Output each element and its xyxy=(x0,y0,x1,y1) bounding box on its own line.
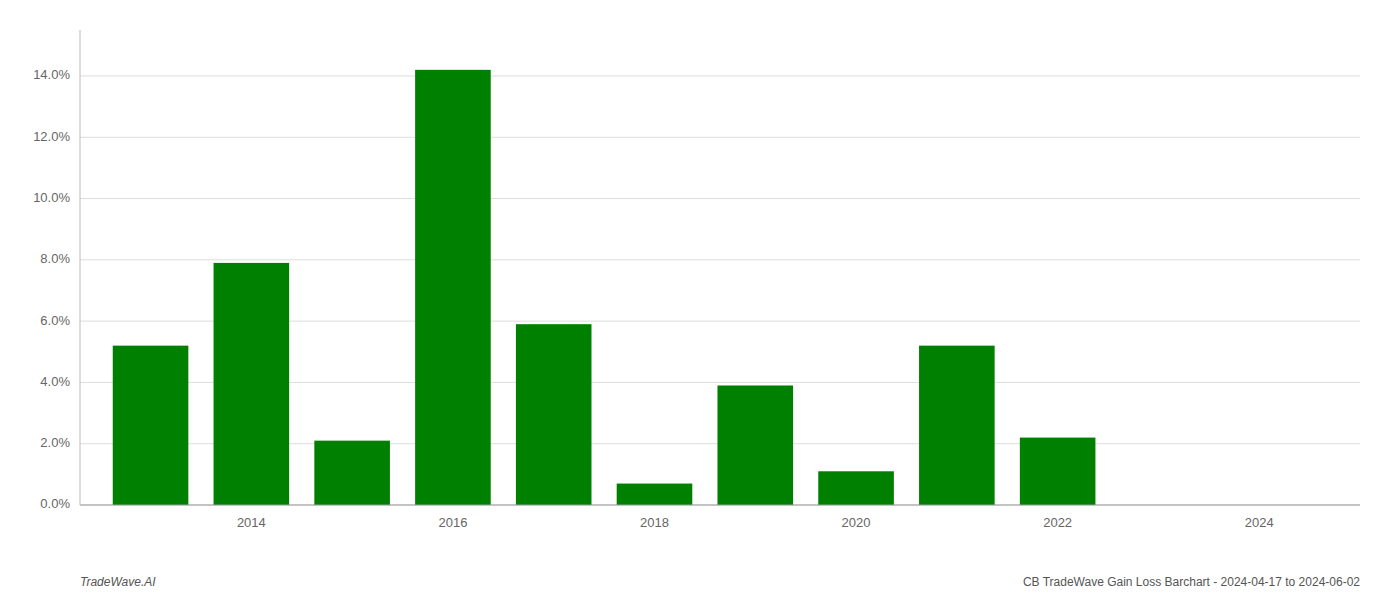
y-tick-label: 14.0% xyxy=(33,67,70,82)
x-tick-label: 2016 xyxy=(438,515,467,530)
y-tick-label: 4.0% xyxy=(40,374,70,389)
x-tick-label: 2018 xyxy=(640,515,669,530)
bar xyxy=(818,471,894,505)
bar xyxy=(1020,438,1096,505)
x-tick-label: 2024 xyxy=(1245,515,1274,530)
y-tick-label: 6.0% xyxy=(40,313,70,328)
bar xyxy=(516,324,592,505)
y-axis-line xyxy=(80,30,81,505)
grid-line xyxy=(80,198,1360,199)
grid-line xyxy=(80,75,1360,76)
grid-line xyxy=(80,259,1360,260)
grid-line xyxy=(80,505,1360,506)
bar xyxy=(214,263,290,505)
y-tick-label: 0.0% xyxy=(40,496,70,511)
bar xyxy=(617,484,693,505)
bar xyxy=(717,385,793,505)
grid-line xyxy=(80,137,1360,138)
x-axis: 2014 2016 2018 2020 2022 2024 xyxy=(237,515,1274,530)
y-tick-label: 10.0% xyxy=(33,190,70,205)
y-tick-label: 8.0% xyxy=(40,251,70,266)
x-tick-label: 2014 xyxy=(237,515,266,530)
bar xyxy=(113,346,189,505)
bar xyxy=(415,70,491,505)
x-tick-label: 2022 xyxy=(1043,515,1072,530)
y-grid xyxy=(80,76,1360,505)
y-axis: 0.0% 2.0% 4.0% 6.0% 8.0% 10.0% 12.0% 14.0% xyxy=(33,67,70,511)
footer-left: TradeWave.AI xyxy=(80,575,156,589)
bars xyxy=(113,70,1096,505)
x-axis-line xyxy=(80,505,1360,506)
chart: 0.0%2.0%4.0%6.0%8.0%10.0%12.0%14.0%20142… xyxy=(0,0,1400,600)
y-tick-label: 2.0% xyxy=(40,435,70,450)
bar xyxy=(314,441,390,505)
x-tick-label: 2020 xyxy=(842,515,871,530)
y-tick-label: 12.0% xyxy=(33,129,70,144)
footer-right: CB TradeWave Gain Loss Barchart - 2024-0… xyxy=(1023,575,1360,589)
bar xyxy=(919,346,995,505)
